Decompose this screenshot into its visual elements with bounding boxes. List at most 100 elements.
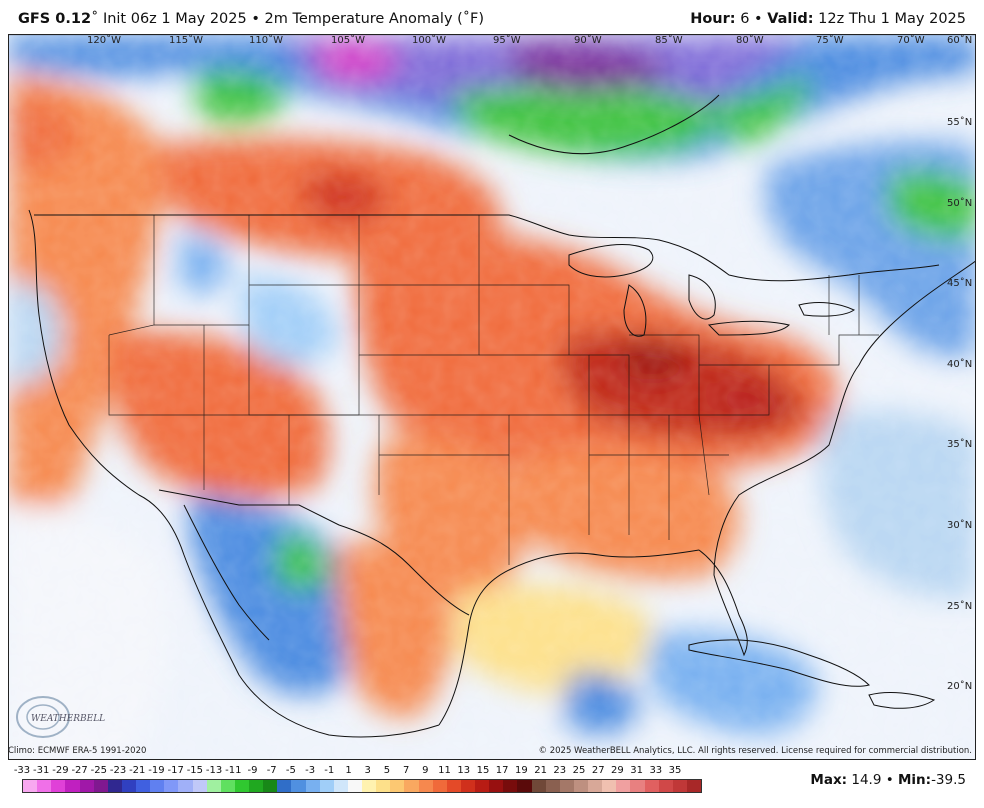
colorbar-swatch	[588, 780, 603, 792]
colorbar-swatch	[460, 780, 475, 792]
colorbar-label: 9	[422, 765, 429, 776]
colorbar-labels: -33 -31 -29 -27 -25 -23 -21 -19 -17 -15 -13 -11 -9 -7…	[14, 765, 706, 777]
init-time: Init 06z 1 May 2025	[102, 11, 247, 27]
colorbar-swatch	[446, 780, 461, 792]
max-value: 14.9	[851, 772, 882, 788]
colorbar-label: 21	[534, 765, 547, 776]
model-name: GFS 0.12	[18, 11, 92, 27]
colorbar-label: -21	[129, 765, 146, 776]
lon-label: 80˚W	[736, 35, 764, 46]
colorbar-swatch	[93, 780, 108, 792]
map-boundaries	[28, 94, 975, 738]
colorbar-swatch	[107, 780, 122, 792]
colorbar-swatch	[220, 780, 235, 792]
max-label: Max:	[810, 772, 848, 788]
lat-label: 40˚N	[947, 359, 973, 370]
colorbar-swatch	[305, 780, 320, 792]
colorbar-swatch	[51, 780, 66, 792]
colorbar-label: 1	[345, 765, 352, 776]
colorbar-swatch	[545, 780, 560, 792]
separator-dot: •	[754, 11, 763, 27]
colorbar-label: 17	[495, 765, 509, 776]
colorbar-label: 23	[553, 765, 567, 776]
colorbar-swatch	[503, 780, 518, 792]
colorbar-swatch	[249, 780, 264, 792]
colorbar-swatch	[347, 780, 362, 792]
colorbar-swatch	[65, 780, 80, 792]
colorbar-swatch	[291, 780, 306, 792]
min-value: -39.5	[931, 772, 966, 788]
colorbar-label: -31	[33, 765, 50, 776]
colorbar-label: 31	[630, 765, 643, 776]
colorbar-swatch	[333, 780, 348, 792]
header-bar: GFS 0.12˚ Init 06z 1 May 2025 • 2m Tempe…	[0, 0, 984, 34]
colorbar-swatch	[658, 780, 673, 792]
lon-label: 95˚W	[493, 35, 521, 46]
colorbar-swatch	[573, 780, 588, 792]
colorbar-label: 13	[457, 765, 471, 776]
logo-text: WEATHERBELL	[31, 714, 105, 724]
colorbar-label: -23	[109, 765, 127, 776]
colorbar-label: -15	[186, 765, 204, 776]
colorbar-swatch	[164, 780, 179, 792]
colorbar-swatch	[234, 780, 249, 792]
lat-label: 45˚N	[947, 278, 973, 289]
valid-value: 12z Thu 1 May 2025	[818, 11, 966, 27]
colorbar-label: -17	[167, 765, 184, 776]
title-left: GFS 0.12˚ Init 06z 1 May 2025 • 2m Tempe…	[18, 11, 484, 27]
separator-dot: •	[251, 11, 260, 27]
colorbar-swatch	[79, 780, 94, 792]
colorbar-swatch	[432, 780, 447, 792]
colorbar-label: 25	[572, 765, 586, 776]
climo-note: Climo: ECMWF ERA-5 1991-2020	[8, 746, 147, 756]
lon-label: 120˚W	[87, 35, 121, 46]
separator-dot: •	[885, 772, 894, 788]
colorbar-swatch	[206, 780, 221, 792]
colorbar-label: -5	[285, 765, 296, 776]
colorbar-swatch	[630, 780, 645, 792]
colorbar	[22, 779, 702, 793]
lon-label: 115˚W	[169, 35, 203, 46]
colorbar-label: -25	[90, 765, 107, 776]
lon-label: 90˚W	[574, 35, 602, 46]
lat-label: 55˚N	[947, 117, 973, 128]
map-frame[interactable]: WEATHERBELL 120˚W 115˚W 110˚W 105˚W 100˚…	[8, 34, 976, 760]
weatherbell-logo: WEATHERBELL	[16, 696, 105, 738]
colorbar-label: -27	[71, 765, 88, 776]
colorbar-swatch	[150, 780, 165, 792]
lon-label: 70˚W	[897, 35, 925, 46]
colorbar-label: 33	[649, 765, 663, 776]
colorbar-swatch	[517, 780, 532, 792]
colorbar-label: 27	[591, 765, 605, 776]
lat-label: 25˚N	[947, 601, 973, 612]
colorbar-label: 5	[383, 765, 391, 776]
colorbar-label: -1	[324, 765, 335, 776]
colorbar-label: -29	[52, 765, 69, 776]
lat-label: 60˚N	[947, 35, 973, 46]
colorbar-label: 7	[402, 765, 410, 776]
colorbar-swatch	[489, 780, 504, 792]
lon-label: 110˚W	[249, 35, 283, 46]
colorbar-label: -11	[225, 765, 242, 776]
temperature-anomaly-map[interactable]: WEATHERBELL	[9, 35, 976, 760]
colorbar-swatch	[178, 780, 193, 792]
colorbar-label: 35	[668, 765, 682, 776]
colorbar-label: 19	[515, 765, 528, 776]
lat-label: 35˚N	[947, 439, 973, 450]
logo-swirl-inner	[26, 704, 60, 730]
logo-swirl	[16, 696, 70, 738]
model-degree: ˚	[91, 11, 99, 27]
colorbar-swatch	[475, 780, 490, 792]
colorbar-swatch	[263, 780, 278, 792]
valid-label: Valid:	[767, 11, 814, 27]
colorbar-label: -7	[266, 765, 277, 776]
colorbar-label: -19	[148, 765, 165, 776]
min-label: Min:	[897, 772, 932, 788]
colorbar-label: 15	[476, 765, 490, 776]
lon-label: 105˚W	[331, 35, 365, 46]
lat-label: 20˚N	[947, 681, 973, 692]
colorbar-swatch	[121, 780, 136, 792]
colorbar-swatch	[616, 780, 631, 792]
colorbar-swatch	[418, 780, 433, 792]
colorbar-label: 29	[611, 765, 624, 776]
